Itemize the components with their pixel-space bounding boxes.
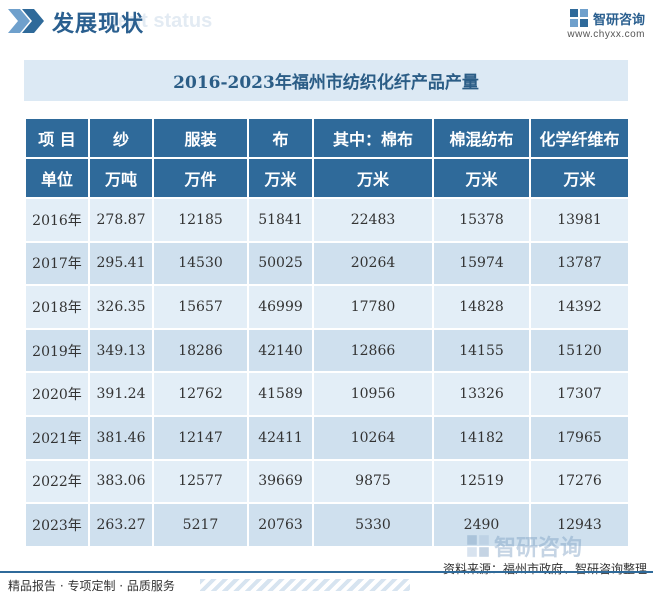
table-cell: 326.35: [88, 284, 154, 330]
table-cell: 12577: [152, 458, 249, 505]
year-cell: 2019年: [24, 327, 90, 374]
unit-header-yarn: 万吨: [88, 157, 154, 199]
table-cell: 15657: [152, 284, 249, 330]
table-cell: 295.41: [88, 240, 154, 287]
year-cell: 2022年: [24, 458, 90, 505]
brand-url: www.chyxx.com: [567, 29, 645, 40]
brand-name: 智研咨询: [592, 12, 645, 28]
unit-header-row: 单位 万吨 万件 万米 万米 万米 万米: [24, 157, 630, 199]
table-cell: 39669: [247, 458, 314, 505]
table-cell: 41589: [247, 371, 314, 417]
table-cell: 12519: [432, 458, 531, 505]
table-cell: 17965: [529, 414, 630, 461]
table-cell: 5217: [152, 502, 249, 548]
table-cell: 12185: [152, 197, 249, 243]
table-title: 2016-2023年福州市纺织化纤产品产量: [173, 73, 479, 93]
table-row: 2016年 278.87 12185 51841 22483 15378 139…: [24, 197, 630, 243]
table-row: 2020年 391.24 12762 41589 10956 13326 173…: [24, 371, 630, 417]
table-cell: 349.13: [88, 327, 154, 374]
table-cell: 9875: [312, 458, 434, 505]
table-cell: 42140: [247, 327, 314, 374]
table-cell: 12943: [529, 502, 630, 548]
column-header-cloth: 布: [247, 117, 314, 159]
year-cell: 2017年: [24, 240, 90, 287]
footer-stripe-decoration: [200, 579, 410, 591]
table-cell: 263.27: [88, 502, 154, 548]
table-cell: 15120: [529, 327, 630, 374]
table-cell: 14182: [432, 414, 531, 461]
column-header-blended-cloth: 棉混纺布: [432, 117, 531, 159]
table-cell: 20264: [312, 240, 434, 287]
unit-header-cloth: 万米: [247, 157, 314, 199]
unit-header-cotton-cloth: 万米: [312, 157, 434, 199]
table-cell: 12866: [312, 327, 434, 374]
year-cell: 2021年: [24, 414, 90, 461]
table-cell: 14828: [432, 284, 531, 330]
unit-header-blended-cloth: 万米: [432, 157, 531, 199]
table-cell: 15974: [432, 240, 531, 287]
brand-logo-icon: [569, 9, 588, 27]
table-cell: 17307: [529, 371, 630, 417]
column-header-cotton-cloth: 其中：棉布: [312, 117, 434, 159]
year-cell: 2018年: [24, 284, 90, 330]
watermark-brand: 智研咨询: [466, 530, 582, 562]
column-header-garments: 服装: [152, 117, 249, 159]
table-row: 2019年 349.13 18286 42140 12866 14155 151…: [24, 327, 630, 374]
brand-block: 智研咨询 www.chyxx.com: [567, 8, 645, 40]
watermark-logo-icon: [467, 535, 489, 557]
table-cell: 17276: [529, 458, 630, 505]
table-cell: 22483: [312, 197, 434, 243]
table-cell: 12762: [152, 371, 249, 417]
table-cell: 42411: [247, 414, 314, 461]
column-header-item: 项 目: [24, 117, 90, 159]
table-cell: 10264: [312, 414, 434, 461]
table-cell: 51841: [247, 197, 314, 243]
column-header-chemical-fiber-cloth: 化学纤维布: [529, 117, 630, 159]
column-header-yarn: 纱: [88, 117, 154, 159]
table-cell: 381.46: [88, 414, 154, 461]
table-cell: 20763: [247, 502, 314, 548]
table-cell: 50025: [247, 240, 314, 287]
table-row: 2021年 381.46 12147 42411 10264 14182 179…: [24, 414, 630, 461]
table-cell: 14392: [529, 284, 630, 330]
table-row: 2017年 295.41 14530 50025 20264 15974 137…: [24, 240, 630, 287]
chevron-decoration-icon: [8, 9, 44, 33]
unit-header-label: 单位: [24, 157, 90, 199]
table-cell: 2490: [432, 502, 531, 548]
table-cell: 15378: [432, 197, 531, 243]
watermark-brand-text: 智研咨询: [494, 536, 583, 561]
table-cell: 13326: [432, 371, 531, 417]
production-table: 项 目 纱 服装 布 其中：棉布 棉混纺布 化学纤维布 单位 万吨 万件 万米 …: [24, 117, 630, 548]
section-title: 发展现状: [52, 12, 145, 37]
table-row: 2018年 326.35 15657 46999 17780 14828 143…: [24, 284, 630, 330]
footer-slogan: 精品报告 · 专项定制 · 品质服务: [8, 579, 175, 593]
page-header: ment status 发展现状 智研咨询 www.chyxx.com: [0, 0, 653, 44]
table-cell: 12147: [152, 414, 249, 461]
table-title-band: 2016-2023年福州市纺织化纤产品产量: [24, 60, 628, 101]
table-cell: 46999: [247, 284, 314, 330]
table-cell: 14530: [152, 240, 249, 287]
table-row: 2022年 383.06 12577 39669 9875 12519 1727…: [24, 458, 630, 505]
table-cell: 13787: [529, 240, 630, 287]
unit-header-garments: 万件: [152, 157, 249, 199]
footer-bar: 精品报告 · 专项定制 · 品质服务: [0, 571, 653, 595]
year-cell: 2016年: [24, 197, 90, 243]
table-cell: 383.06: [88, 458, 154, 505]
table-cell: 17780: [312, 284, 434, 330]
table-cell: 18286: [152, 327, 249, 374]
table-cell: 14155: [432, 327, 531, 374]
unit-header-chemical-fiber-cloth: 万米: [529, 157, 630, 199]
table-cell: 278.87: [88, 197, 154, 243]
column-header-row: 项 目 纱 服装 布 其中：棉布 棉混纺布 化学纤维布: [24, 117, 630, 159]
section-subtitle: ment status: [100, 10, 213, 32]
table-cell: 13981: [529, 197, 630, 243]
table-cell: 5330: [312, 502, 434, 548]
year-cell: 2023年: [24, 502, 90, 548]
table-row: 2023年 263.27 5217 20763 5330 2490 12943: [24, 502, 630, 548]
year-cell: 2020年: [24, 371, 90, 417]
table-cell: 10956: [312, 371, 434, 417]
table-cell: 391.24: [88, 371, 154, 417]
